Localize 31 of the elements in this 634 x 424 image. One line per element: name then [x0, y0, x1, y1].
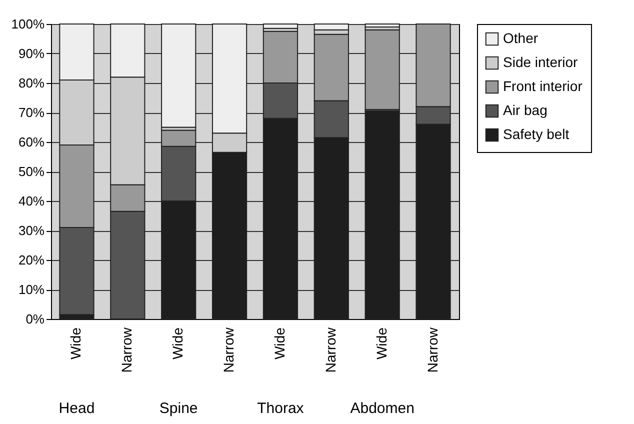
- y-tick-label: 100%: [11, 16, 45, 32]
- text: Spine: [159, 400, 198, 417]
- x-tick-label: Narrow: [322, 326, 338, 373]
- y-tick-label: 90%: [18, 46, 45, 61]
- x-tick-label: Wide: [373, 327, 390, 360]
- x-tick-label: Wide: [271, 327, 288, 360]
- x-tick-label: Narrow: [118, 326, 135, 373]
- y-tick-label: 0%: [26, 312, 45, 326]
- bar: [161, 24, 196, 128]
- y-tick-label: 60%: [18, 134, 45, 150]
- x-tick-label: Wide: [68, 327, 84, 360]
- legend-label: Safety belt: [503, 126, 570, 142]
- legend-label: Other: [503, 30, 538, 46]
- bar: [262, 24, 298, 29]
- y-tick-label: 10%: [18, 282, 45, 297]
- legend-label: Side interior: [503, 54, 578, 70]
- y-tick-label: 70%: [18, 105, 45, 120]
- y-tick-label: 50%: [18, 164, 45, 179]
- x-tick-label: Narrow: [424, 326, 440, 373]
- y-tick-label: 30%: [18, 223, 45, 238]
- bar: [364, 24, 400, 28]
- text: Head: [58, 400, 95, 417]
- legend-label: Front interior: [503, 78, 583, 94]
- text: Abdomen: [350, 400, 414, 417]
- x-tick-label: Narrow: [220, 326, 237, 373]
- legend-label: Air bag: [503, 102, 548, 118]
- y-tick-label: 40%: [18, 194, 45, 208]
- text: Thorax: [257, 400, 304, 417]
- y-tick-label: 20%: [18, 252, 45, 268]
- y-tick-label: 80%: [18, 76, 45, 90]
- x-tick-label: Wide: [170, 327, 186, 360]
